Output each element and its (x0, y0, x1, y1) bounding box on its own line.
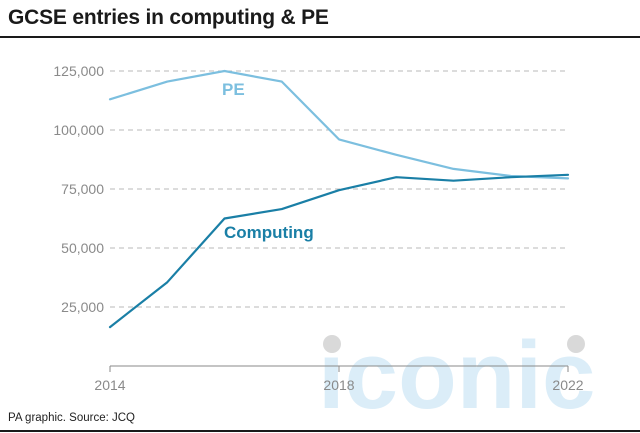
source-note: PA graphic. Source: JCQ (8, 412, 135, 424)
x-tick-label: 2022 (552, 377, 583, 393)
series-label-pe: PE (222, 80, 245, 99)
bottom-rule (0, 430, 640, 432)
x-tick-label: 2018 (323, 377, 354, 393)
y-tick-label: 125,000 (53, 63, 104, 79)
x-tick-label: 2014 (94, 377, 125, 393)
chart-title: GCSE entries in computing & PE (8, 6, 329, 29)
y-tick-label: 50,000 (61, 240, 104, 256)
watermark-dot-right (567, 335, 585, 353)
series-line-computing (108, 173, 570, 329)
title-rule (0, 36, 640, 38)
watermark-dot-left (323, 335, 341, 353)
y-tick-label: 25,000 (61, 299, 104, 315)
y-tick-label: 75,000 (61, 181, 104, 197)
series-label-computing: Computing (224, 223, 314, 242)
series-line-pe (108, 69, 570, 180)
y-tick-label: 100,000 (53, 122, 104, 138)
watermark-logo: iconic (318, 322, 595, 429)
